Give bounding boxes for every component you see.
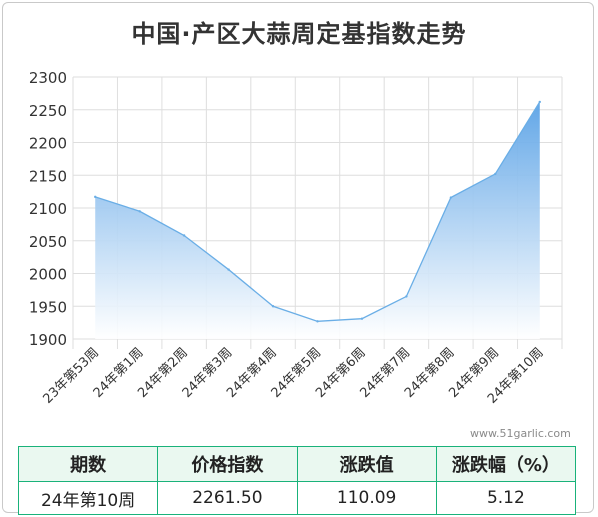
y-tick-label: 2100	[29, 200, 67, 218]
table-cell: 2261.50	[157, 481, 298, 515]
table-cell: 24年第10周	[17, 481, 159, 515]
y-tick-label: 2300	[29, 69, 67, 87]
data-point	[182, 234, 186, 237]
watermark: www.51garlic.com	[470, 427, 571, 440]
table-row: 24年第10周 2261.50 110.09 5.12	[17, 481, 577, 515]
data-point	[227, 268, 230, 271]
data-point	[316, 320, 319, 323]
index-table: 期数 价格指数 涨跌值 涨跌幅（%） 24年第10周 2261.50 110.0…	[17, 446, 577, 515]
y-tick-label: 2250	[29, 102, 67, 120]
y-tick-label: 2000	[29, 266, 67, 284]
table-header-row: 期数 价格指数 涨跌值 涨跌幅（%）	[17, 446, 577, 482]
table-header-cell: 价格指数	[157, 446, 298, 482]
data-point	[94, 195, 97, 199]
data-point	[138, 210, 141, 213]
area-fill	[95, 101, 540, 339]
table-cell: 5.12	[435, 481, 577, 515]
y-tick-label: 2050	[29, 233, 67, 251]
data-point	[360, 317, 364, 320]
y-tick-label: 1950	[29, 298, 67, 316]
data-point	[271, 305, 275, 308]
table-header-cell: 期数	[17, 446, 159, 482]
data-point	[538, 100, 541, 104]
y-tick-label: 1900	[29, 331, 67, 349]
x-tick-label: 23年第53周	[40, 345, 102, 407]
chart-plot: 1900 1950 2000 2050 2100 2150 2200 2250 2300 23年…	[29, 69, 563, 407]
data-point	[494, 172, 497, 176]
chart-title: 中国·产区大蒜周定基指数走势	[131, 20, 467, 48]
table-header-cell: 涨跌值	[296, 446, 437, 482]
y-tick-label: 2150	[29, 167, 67, 185]
table-cell: 110.09	[296, 481, 437, 515]
table-header-cell: 涨跌幅（%）	[435, 446, 577, 482]
data-point	[405, 295, 408, 298]
y-tick-label: 2200	[29, 135, 67, 153]
data-point	[449, 196, 453, 199]
